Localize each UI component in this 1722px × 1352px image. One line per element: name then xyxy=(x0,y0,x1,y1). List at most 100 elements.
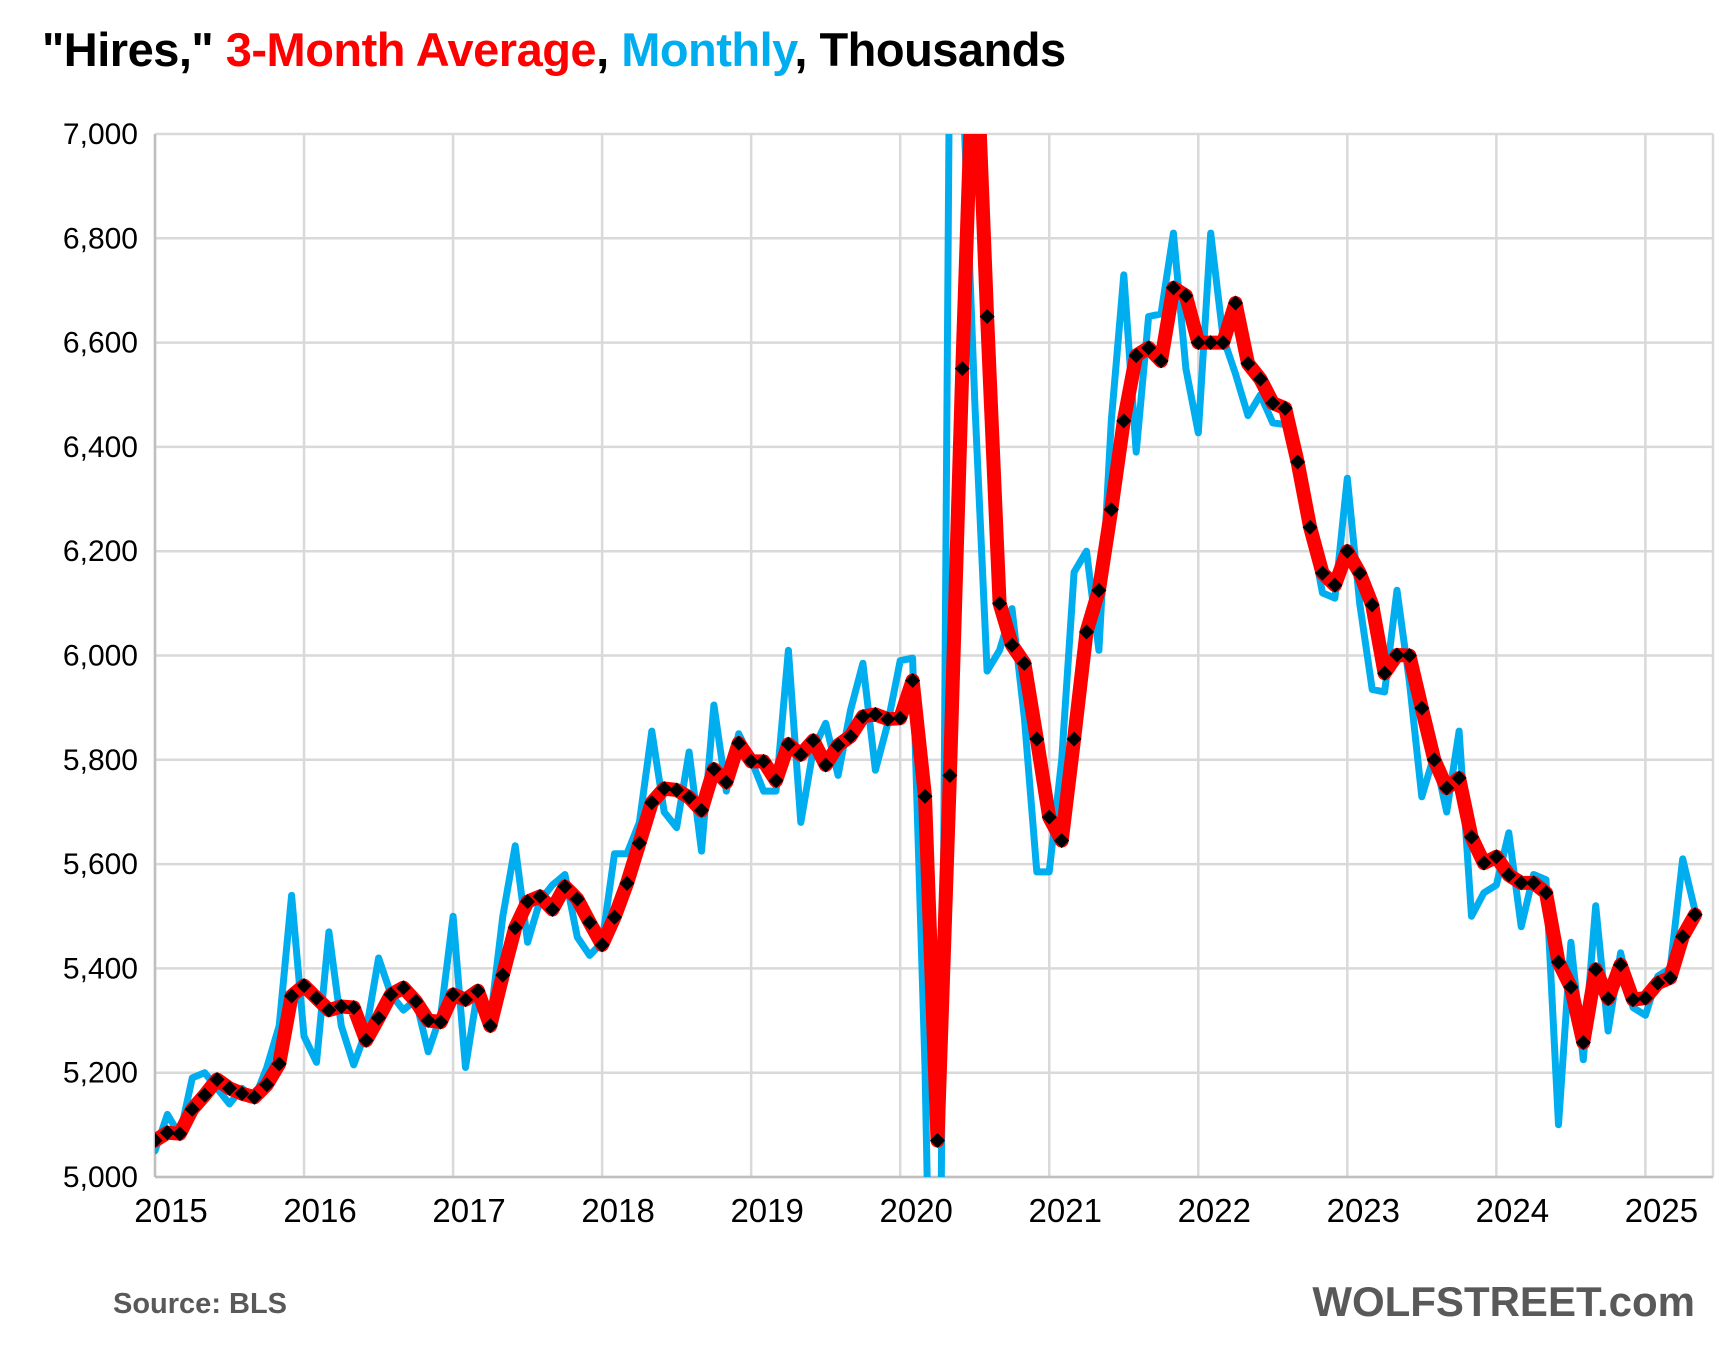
source-label: Source: BLS xyxy=(113,1288,288,1320)
avg-marker-diamond xyxy=(706,761,722,777)
avg-marker-diamond xyxy=(569,891,585,907)
avg-marker-diamond xyxy=(1165,280,1181,296)
avg-marker-diamond xyxy=(1588,961,1604,977)
avg-marker-diamond xyxy=(843,728,859,744)
avg-marker-diamond xyxy=(1352,565,1368,581)
avg-marker-diamond xyxy=(1488,849,1504,865)
avg-marker-diamond xyxy=(1302,519,1318,535)
avg-marker-diamond xyxy=(408,993,424,1009)
avg-marker-diamond xyxy=(818,757,834,773)
avg-marker-diamond xyxy=(557,879,573,895)
avg-marker-diamond xyxy=(1401,648,1417,663)
x-tick-label: 2015 xyxy=(134,1192,207,1229)
avg-marker-diamond xyxy=(159,1125,175,1141)
avg-marker-diamond xyxy=(1128,348,1144,364)
avg-marker-diamond xyxy=(805,733,821,749)
avg-marker-diamond xyxy=(1190,335,1206,351)
page-title: "Hires," 3-Month Average, Monthly, Thous… xyxy=(42,22,1066,77)
avg-marker-diamond xyxy=(855,709,871,725)
x-tick-label: 2022 xyxy=(1178,1192,1251,1229)
y-tick-label: 6,600 xyxy=(63,327,138,360)
avg-marker-diamond xyxy=(1563,979,1579,995)
avg-marker-diamond xyxy=(693,802,709,818)
avg-marker-diamond xyxy=(395,980,411,996)
y-tick-label: 5,200 xyxy=(63,1057,138,1090)
avg-marker-diamond xyxy=(992,595,1008,611)
avg-marker-diamond xyxy=(1203,335,1219,351)
avg-marker-diamond xyxy=(1464,829,1480,845)
title-hires: "Hires," xyxy=(42,23,226,76)
avg-marker-diamond xyxy=(1600,991,1616,1007)
avg-marker-group xyxy=(155,280,1703,1148)
avg-marker-diamond xyxy=(1613,957,1629,973)
avg-marker-diamond xyxy=(1687,907,1703,923)
avg-marker-diamond xyxy=(917,788,933,804)
avg-marker-diamond xyxy=(1314,565,1330,581)
avg-marker-diamond xyxy=(1389,647,1405,663)
avg-marker-diamond xyxy=(1327,577,1343,593)
avg-marker-diamond xyxy=(184,1101,200,1117)
avg-marker-diamond xyxy=(681,789,697,805)
avg-marker-diamond xyxy=(1414,700,1430,716)
avg-marker-diamond xyxy=(1662,970,1678,986)
avg-marker-diamond xyxy=(1538,885,1554,901)
y-tick-label: 6,400 xyxy=(63,431,138,464)
x-tick-label: 2016 xyxy=(283,1192,356,1229)
avg-marker-diamond xyxy=(482,1018,498,1034)
avg-marker-diamond xyxy=(1451,770,1467,786)
x-tick-label: 2021 xyxy=(1029,1192,1102,1229)
avg-marker-diamond xyxy=(1252,371,1268,387)
avg-marker-diamond xyxy=(371,1010,387,1026)
avg-marker-diamond xyxy=(619,875,635,891)
title-comma: , xyxy=(596,23,622,76)
avg-marker-diamond xyxy=(1004,637,1020,653)
x-tick-label: 2023 xyxy=(1327,1192,1400,1229)
avg-marker-diamond xyxy=(155,1132,163,1148)
avg-marker-diamond xyxy=(1141,340,1157,356)
avg-marker-diamond xyxy=(1364,597,1380,613)
avg-marker-diamond xyxy=(656,780,672,796)
avg-marker-diamond xyxy=(756,753,772,769)
avg-marker-diamond xyxy=(296,978,312,994)
avg-marker-diamond xyxy=(1103,501,1119,517)
title-3-month-average: 3-Month Average xyxy=(225,23,597,76)
avg-marker-diamond xyxy=(1575,1034,1591,1050)
avg-marker-diamond xyxy=(1153,353,1169,369)
avg-marker-diamond xyxy=(420,1013,436,1029)
title-monthly: Monthly xyxy=(621,23,795,76)
y-tick-label: 6,800 xyxy=(63,222,138,255)
avg-marker-diamond xyxy=(1625,992,1641,1008)
x-tick-label: 2024 xyxy=(1476,1192,1549,1229)
avg-marker-diamond xyxy=(458,992,473,1008)
avg-marker-diamond xyxy=(1029,731,1045,747)
y-tick-label: 5,400 xyxy=(63,952,138,985)
x-tick-label: 2025 xyxy=(1625,1192,1698,1229)
avg-marker-diamond xyxy=(520,894,536,910)
avg-marker-diamond xyxy=(1675,929,1691,945)
avg-marker-diamond xyxy=(1228,295,1244,311)
avg-marker-diamond xyxy=(246,1089,262,1105)
x-tick-label: 2018 xyxy=(581,1192,654,1229)
avg-marker-diamond xyxy=(284,988,300,1004)
avg-marker-diamond xyxy=(1290,454,1306,470)
avg-marker-diamond xyxy=(1265,395,1281,411)
avg-marker-diamond xyxy=(1439,780,1455,796)
avg-marker-diamond xyxy=(209,1071,225,1087)
avg-marker-diamond xyxy=(1066,731,1082,747)
avg-marker-diamond xyxy=(1079,624,1094,640)
avg-marker-diamond xyxy=(607,909,623,925)
avg-marker-diamond xyxy=(743,753,759,769)
y-tick-label: 7,000 xyxy=(63,118,138,151)
avg-marker-diamond xyxy=(1637,990,1653,1006)
monthly-line xyxy=(155,134,1699,1177)
avg-marker-diamond xyxy=(358,1032,374,1048)
avg-marker-diamond xyxy=(631,835,647,851)
avg-marker-diamond xyxy=(867,706,883,722)
avg-marker-diamond xyxy=(1339,543,1355,559)
avg-marker-diamond xyxy=(979,309,995,325)
avg-marker-diamond xyxy=(234,1086,250,1102)
avg-marker-diamond xyxy=(582,915,598,931)
avg-marker-diamond xyxy=(544,901,560,917)
avg-marker-diamond xyxy=(1377,665,1393,681)
avg-marker-diamond xyxy=(1240,355,1256,371)
